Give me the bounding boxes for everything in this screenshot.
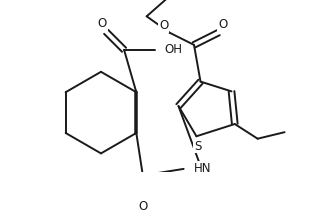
Text: O: O <box>97 17 107 30</box>
Text: HN: HN <box>194 162 212 175</box>
Text: O: O <box>218 18 227 31</box>
Text: O: O <box>138 200 147 211</box>
Text: OH: OH <box>164 43 182 56</box>
Text: O: O <box>159 19 168 32</box>
Text: S: S <box>194 139 202 153</box>
